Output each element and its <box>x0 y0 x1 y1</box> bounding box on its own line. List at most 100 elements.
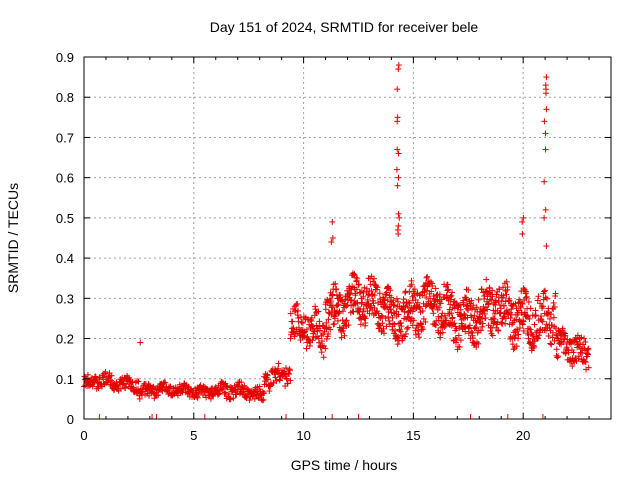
data-point <box>343 303 350 310</box>
data-point <box>402 330 409 337</box>
data-point <box>335 309 342 316</box>
data-point <box>515 331 522 338</box>
data-point <box>513 316 520 323</box>
data-point <box>374 284 381 291</box>
data-point <box>485 300 492 307</box>
data-point <box>368 287 375 294</box>
y-axis-label: SRMTID / TECUs <box>5 183 21 293</box>
data-point <box>375 310 382 317</box>
data-point <box>380 296 387 303</box>
data-point <box>461 310 468 317</box>
data-point <box>423 274 430 281</box>
data-point <box>317 327 324 334</box>
data-point <box>456 301 463 308</box>
data-point <box>328 239 335 246</box>
data-point <box>260 390 267 397</box>
data-point <box>447 293 454 300</box>
data-point <box>529 331 536 338</box>
data-point <box>359 299 366 306</box>
data-point <box>519 230 526 237</box>
data-point <box>475 340 482 347</box>
data-point <box>265 376 272 383</box>
data-point <box>214 391 221 398</box>
data-point <box>378 312 385 319</box>
data-point <box>309 337 316 344</box>
data-point <box>535 293 542 300</box>
data-point <box>430 310 437 317</box>
data-point <box>376 290 383 297</box>
data-point <box>405 299 412 306</box>
data-point <box>452 339 459 346</box>
data-point <box>309 323 316 330</box>
data-point <box>541 118 548 125</box>
data-point <box>272 374 279 381</box>
data-point <box>390 297 397 304</box>
data-point <box>436 291 443 298</box>
data-point <box>545 333 552 340</box>
data-point <box>333 286 340 293</box>
data-point <box>261 389 268 396</box>
data-point <box>462 323 469 330</box>
data-point <box>573 338 580 345</box>
data-point <box>299 319 306 326</box>
x-tick-label: 15 <box>406 428 420 443</box>
data-point <box>509 341 516 348</box>
data-point <box>449 314 456 321</box>
data-point <box>322 345 329 352</box>
data-point <box>273 378 280 385</box>
data-point <box>316 318 323 325</box>
data-point <box>471 325 478 332</box>
data-point <box>432 285 439 292</box>
data-point <box>331 320 338 327</box>
data-point <box>325 316 332 323</box>
data-point <box>510 346 517 353</box>
data-point <box>396 214 403 221</box>
data-point <box>551 304 558 311</box>
data-point <box>196 390 203 397</box>
data-point <box>548 341 555 348</box>
data-point <box>387 306 394 313</box>
data-point <box>414 299 421 306</box>
data-point <box>520 318 527 325</box>
data-point <box>230 395 237 402</box>
y-tick-label: 0.8 <box>56 90 74 105</box>
data-point <box>406 300 413 307</box>
data-point <box>517 304 524 311</box>
data-point <box>395 150 402 157</box>
data-point <box>287 335 294 342</box>
data-point <box>287 310 294 317</box>
data-point <box>394 146 401 153</box>
data-point <box>585 351 592 358</box>
data-point <box>126 375 133 382</box>
data-point <box>334 302 341 309</box>
data-point <box>347 290 354 297</box>
data-point <box>394 334 401 341</box>
data-point <box>519 301 526 308</box>
data-point <box>473 344 480 351</box>
data-point <box>395 66 402 73</box>
data-point <box>261 378 268 385</box>
data-point <box>260 396 267 403</box>
data-point <box>585 364 592 371</box>
x-tick-label: 0 <box>80 428 87 443</box>
axis-ticks: 0 0.1 0.2 0.3 0.4 0.5 0.6 0.7 0.8 0.9 0 5 10 15 20 <box>56 50 611 443</box>
data-point <box>379 320 386 327</box>
data-point <box>575 353 582 360</box>
data-point <box>582 338 589 345</box>
data-point <box>393 166 400 173</box>
data-point <box>457 306 464 313</box>
data-point <box>532 313 539 320</box>
data-point <box>581 335 588 342</box>
data-point <box>339 308 346 315</box>
data-point <box>473 304 480 311</box>
data-point <box>373 283 380 290</box>
data-point <box>522 288 529 295</box>
data-point <box>513 343 520 350</box>
data-point <box>547 311 554 318</box>
data-point <box>266 387 273 394</box>
data-point <box>322 306 329 313</box>
data-point <box>360 289 367 296</box>
data-point <box>432 321 439 328</box>
data-point <box>136 395 143 402</box>
data-point <box>102 368 109 375</box>
